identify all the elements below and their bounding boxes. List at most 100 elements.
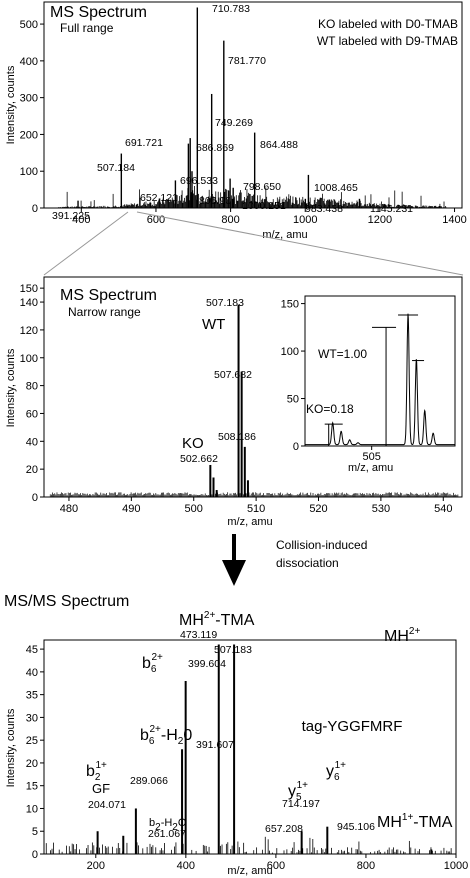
- full-range-peak-label: 798.650: [243, 181, 281, 193]
- narrow-range-y-tick-label: 150: [20, 283, 38, 295]
- msms-y-tick-label: 25: [26, 735, 38, 747]
- zoom-guide-right: [136, 211, 464, 276]
- inset-y-tick-label: 100: [281, 346, 299, 358]
- full-range-peak-label: 806.90: [199, 195, 231, 207]
- full-range-panel: 391.225 507.184 652.121 686.869 691.721 696.5…: [5, 1, 467, 241]
- msms-x-tick-label: 400: [177, 860, 195, 872]
- msms-ion-label-part: 2: [155, 822, 161, 833]
- msms-ion-label-part: 6: [151, 664, 157, 675]
- full-range-peak-label: 710.783: [212, 3, 250, 15]
- msms-ion-label-part: y: [288, 783, 296, 800]
- full-range-title: MS Spectrum: [50, 4, 147, 21]
- msms-y-tick-label: 30: [26, 712, 38, 724]
- full-range-subtitle: Full range: [60, 21, 114, 35]
- msms-peak-label: 399.604: [188, 658, 226, 670]
- ko-label-note: KO labeled with D0-TMAB: [318, 17, 458, 31]
- narrow-range-y-tick-label: 60: [26, 408, 38, 420]
- narrow-range-plot-frame: [43, 276, 463, 498]
- msms-ion-label-part: 2: [178, 736, 184, 747]
- cid-arrow: Collision-induced dissociation: [222, 534, 367, 586]
- inset-x-label: m/z, amu: [348, 462, 393, 474]
- narrow-range-y-tick-label: 80: [26, 381, 38, 393]
- msms-ion-label: b62+-H20: [140, 724, 192, 747]
- msms-ion-label: MH2+: [384, 626, 420, 645]
- narrow-range-peaks: [209, 304, 249, 497]
- msms-peak-label: 261.067: [148, 828, 186, 840]
- msms-y-ticks: 0 5 10 15 20 25 30 35 40 45: [26, 644, 44, 861]
- msms-ion-label-part: 2+: [149, 724, 161, 735]
- msms-ion-label-part: b: [149, 817, 155, 829]
- full-range-peak-label: 696.533: [180, 175, 218, 187]
- narrow-range-subtitle: Narrow range: [68, 305, 141, 319]
- full-range-y-tick-label: 300: [20, 93, 38, 105]
- msms-ion-label-part: 5: [296, 792, 302, 803]
- full-range-x-tick-label: 800: [221, 214, 239, 226]
- msms-y-label: Intensity, counts: [5, 708, 17, 787]
- full-range-peak-label: 1008.465: [314, 182, 358, 194]
- inset-x-tick-label: 505: [362, 451, 380, 463]
- msms-ion-label-part: MH: [384, 628, 409, 645]
- narrow-range-peak-label: 502.662: [180, 453, 218, 465]
- full-range-peak-label: 391.225: [52, 210, 90, 222]
- full-range-y-ticks: 0 100 200 300 400 500: [20, 19, 44, 215]
- msms-x-ticks: 200 400 600 800 1000: [87, 854, 468, 872]
- msms-ion-label-part: 2: [172, 822, 178, 833]
- full-range-y-tick-label: 200: [20, 129, 38, 141]
- full-range-y-tick-label: 400: [20, 56, 38, 68]
- msms-x-tick-label: 1000: [444, 860, 468, 872]
- msms-ion-label-part: b: [86, 763, 95, 780]
- narrow-range-y-tick-label: 20: [26, 464, 38, 476]
- full-range-y-tick-label: 0: [32, 203, 38, 215]
- msms-ion-label-part: GF: [92, 781, 110, 796]
- msms-ion-label: MH2+-TMA: [179, 610, 255, 629]
- msms-ion-label: y61+: [326, 760, 346, 783]
- full-range-peak-labels: 391.225 507.184 652.121 686.869 691.721 696.5…: [52, 3, 413, 222]
- inset-y-tick-label: 50: [287, 394, 299, 406]
- msms-ion-label-part: MH: [179, 612, 204, 629]
- msms-ion-label-part: b: [140, 727, 149, 744]
- arrow-head-icon: [222, 560, 246, 586]
- msms-ion-label: GF: [92, 781, 110, 796]
- narrow-range-y-tick-label: 0: [32, 492, 38, 504]
- msms-ion-label-part: 1+: [402, 812, 414, 823]
- full-range-x-tick-label: 400: [72, 214, 90, 226]
- inset-x-ticks: 505: [362, 446, 381, 463]
- msms-y-tick-label: 0: [32, 849, 38, 861]
- arrow-caption-line-2: dissociation: [276, 556, 339, 570]
- inset-ratio-marks: [324, 314, 425, 446]
- full-range-x-label: m/z, amu: [262, 229, 307, 241]
- msms-title: MS/MS Spectrum: [4, 593, 129, 610]
- full-range-x-tick-label: 1000: [293, 214, 317, 226]
- full-range-peak-label: 691.721: [125, 137, 163, 149]
- narrow-range-x-label: m/z, amu: [227, 516, 272, 528]
- msms-ion-label-part: -TMA: [215, 612, 254, 629]
- full-range-x-tick-label: 1400: [442, 214, 466, 226]
- narrow-range-x-tick-label: 480: [60, 503, 78, 515]
- narrow-range-x-tick-label: 490: [122, 503, 140, 515]
- msms-ion-label-part: 2+: [409, 626, 421, 637]
- full-range-x-ticks: 400 600 800 1000 1200 1400: [72, 208, 467, 226]
- msms-peak-label: 391.607: [196, 739, 234, 751]
- msms-y-tick-label: 20: [26, 758, 38, 770]
- msms-ion-label-part: -H: [161, 727, 178, 744]
- msms-x-label: m/z, amu: [227, 865, 272, 877]
- narrow-range-title: MS Spectrum: [60, 287, 157, 304]
- full-range-peak-label: 507.184: [97, 162, 135, 174]
- msms-peak-label: 473.119: [180, 629, 217, 641]
- msms-ion-label-part: y: [326, 763, 334, 780]
- inset-y-tick-label: 0: [293, 441, 299, 453]
- msms-ion-label-part: 6: [334, 772, 340, 783]
- msms-x-tick-label: 200: [87, 860, 105, 872]
- full-range-peak-label: 1145.231: [370, 203, 413, 215]
- full-range-x-tick-label: 1200: [368, 214, 392, 226]
- msms-peak-label: 289.066: [130, 775, 168, 787]
- inset-profile-curve: [305, 313, 455, 446]
- full-range-y-tick-label: 500: [20, 19, 38, 31]
- msms-peak-labels: 204.071 261.067 289.066 391.607 399.604 473.1…: [88, 629, 375, 840]
- msms-panel: 204.071 261.067 289.066 391.607 399.604 473.1…: [4, 593, 468, 877]
- msms-ion-label-part: 0: [183, 727, 192, 744]
- msms-ion-label-part: 2: [95, 772, 101, 783]
- msms-ion-label-part: b: [142, 655, 151, 672]
